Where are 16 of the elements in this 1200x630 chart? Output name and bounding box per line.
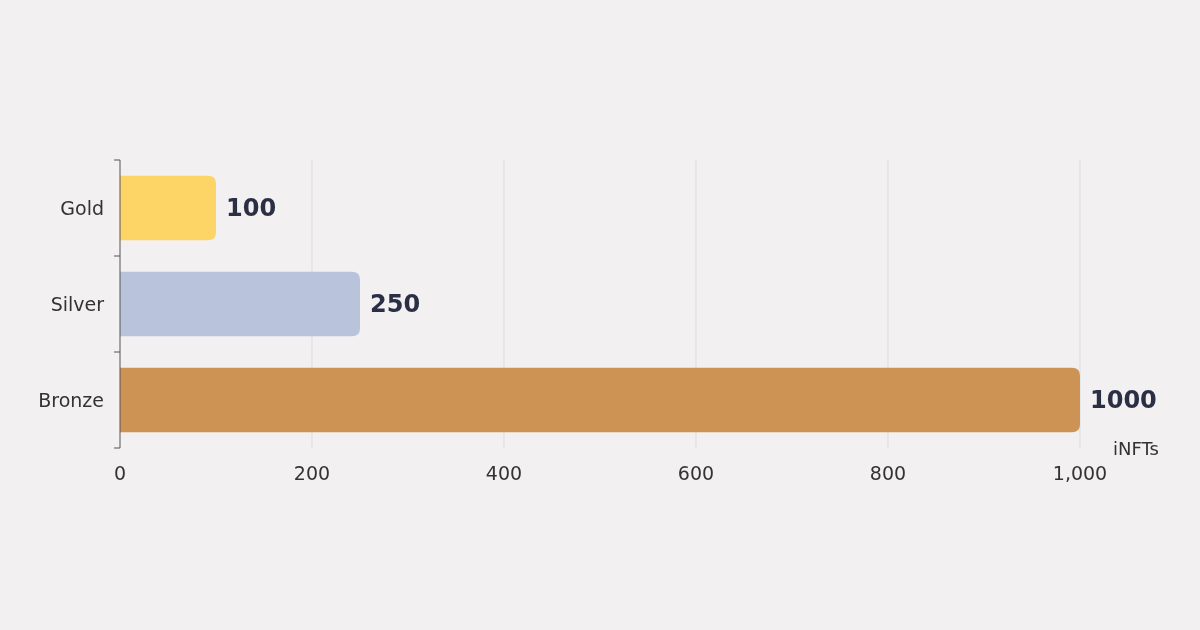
- data-label: 250: [370, 290, 421, 319]
- y-tick-label: Silver: [50, 292, 105, 315]
- x-axis-title: iNFTs: [1113, 438, 1159, 460]
- y-tick-label: Bronze: [38, 388, 104, 411]
- data-label: 100: [226, 194, 277, 223]
- bar: [120, 367, 1080, 433]
- x-tick-label: 400: [485, 461, 523, 484]
- bar: [120, 175, 216, 241]
- x-tick-label: 1,000: [1052, 461, 1108, 484]
- x-tick-label: 200: [293, 461, 331, 484]
- y-tick-label: Gold: [60, 196, 104, 219]
- x-tick-label: 600: [677, 461, 715, 484]
- x-tick-label: 0: [113, 461, 127, 484]
- bar: [120, 271, 360, 337]
- x-tick-label: 800: [869, 461, 907, 484]
- data-label: 1000: [1090, 386, 1157, 415]
